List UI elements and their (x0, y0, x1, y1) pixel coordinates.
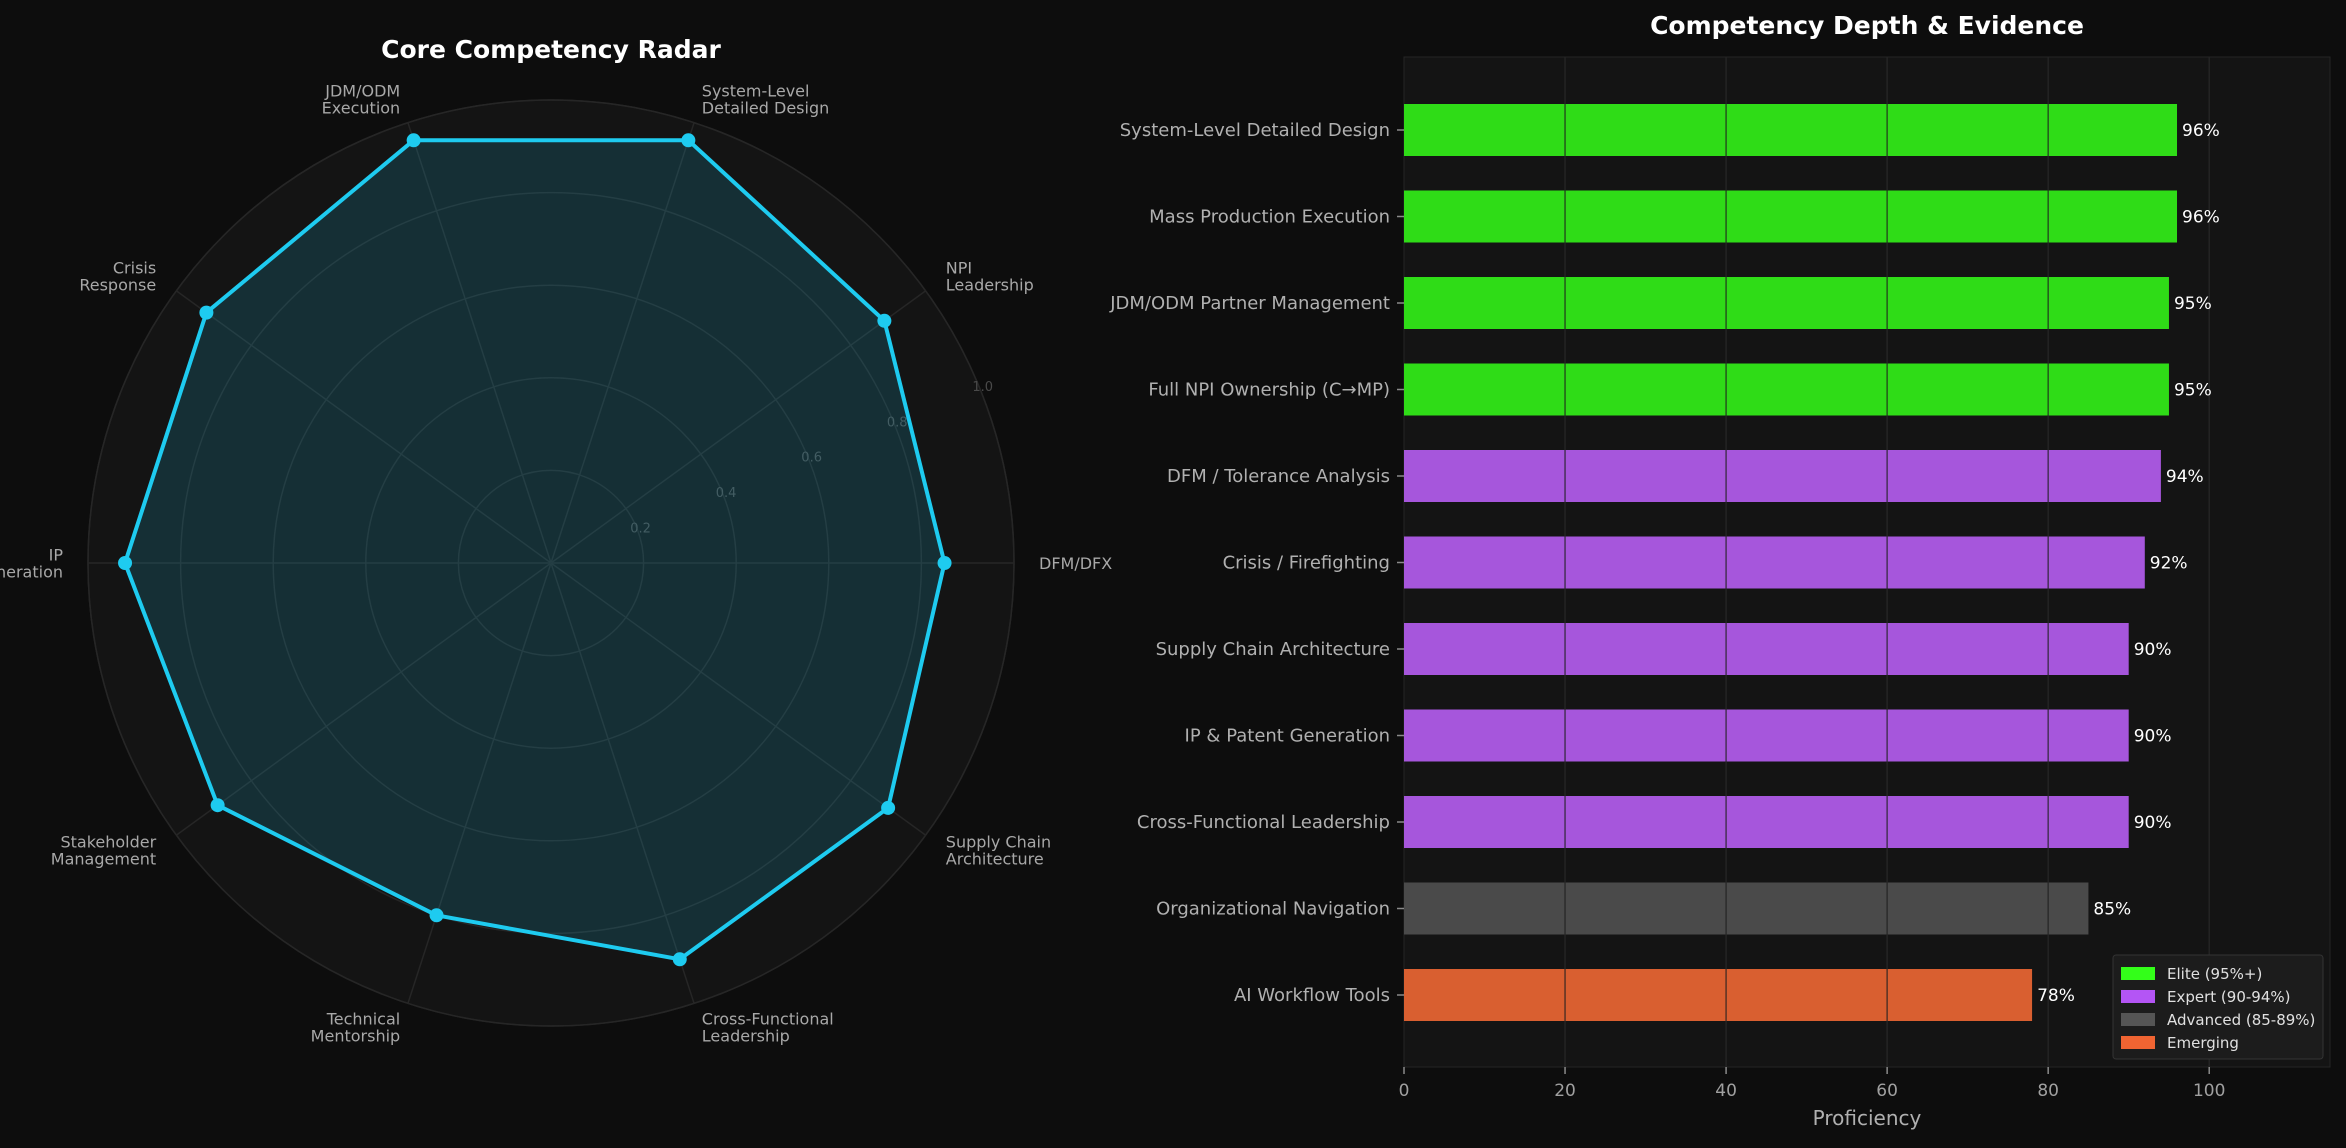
radar-series (118, 133, 952, 967)
radar-fill-area (125, 140, 945, 960)
bar (1404, 104, 2178, 156)
bar (1404, 363, 2169, 416)
legend-label: Elite (95%+) (2167, 965, 2262, 983)
bar-category-label: AI Workflow Tools (1234, 985, 1390, 1006)
bar-value-label: 96% (2182, 208, 2220, 228)
radar-point (877, 313, 892, 328)
bar-category-label: IP & Patent Generation (1185, 726, 1390, 747)
bar-category-label: System-Level Detailed Design (1120, 120, 1390, 141)
radar-grid (87, 99, 1015, 1027)
bar (1404, 536, 2145, 589)
radar-spoke (175, 562, 552, 836)
bar-x-ticks: 0 20 40 60 80 100 (1399, 1067, 2225, 1101)
bar (1404, 277, 2169, 329)
legend-swatch (2121, 1013, 2155, 1026)
radar-point (118, 556, 133, 570)
radar-radial-tick-label: 0.4 (716, 486, 737, 501)
bar-value-label: 92% (2150, 554, 2188, 574)
bar-value-label: 90% (2134, 640, 2172, 660)
radar-axis-label: Supply Chain Architecture (946, 832, 1051, 868)
bar-x-tick-label: 40 (1715, 1081, 1737, 1101)
bar-value-label: 90% (2134, 727, 2172, 747)
radar-axis-label: IPGeneration (0, 546, 63, 582)
bar-category-label: Cross-Functional Leadership (1137, 812, 1390, 833)
bar (1404, 190, 2178, 243)
radar-point (199, 305, 214, 320)
radar-radial-tick-label: 0.2 (630, 522, 651, 537)
radar-axis-label: Crisis Response (79, 259, 156, 295)
bar-chart: Competency Depth & Evidence System-Level… (1109, 11, 2331, 1130)
radar-axis-labels: DFM/DFX NPI Leadership System-Level Detailed… (0, 81, 1112, 1045)
radar-spoke (550, 562, 695, 1004)
bar-value-label: 85% (2093, 900, 2131, 920)
bar-category-label: DFM / Tolerance Analysis (1167, 466, 1390, 487)
legend-swatch (2121, 990, 2155, 1003)
bar-x-tick-label: 20 (1554, 1081, 1576, 1101)
radar-axis-label: NPI Leadership (946, 259, 1034, 295)
bar-x-tick-label: 60 (1876, 1081, 1898, 1101)
bar-category-labels: System-Level Detailed Design Mass Product… (1109, 120, 1404, 1006)
bar-value-label: 95% (2174, 381, 2212, 401)
bar-value-labels: 96% 96% 95% 95% 94% 92% 90% 90% 90% 85% 78% (2037, 121, 2220, 1006)
bar-category-label: Organizational Navigation (1156, 899, 1390, 920)
bar (1404, 709, 2129, 762)
bar-chart-title: Competency Depth & Evidence (1650, 11, 2084, 40)
radar-title: Core Competency Radar (381, 35, 721, 64)
bar (1404, 623, 2129, 675)
legend-label: Advanced (85-89%) (2167, 1011, 2315, 1029)
radar-axis-label: Stakeholder Management (51, 832, 157, 868)
radar-axis-label: System-Level Detailed Design (702, 81, 829, 117)
radar-axis-label: Technical Mentorship (311, 1010, 401, 1046)
bar-legend: Elite (95%+) Expert (90-94%) Advanced (85-… (2112, 954, 2324, 1060)
bar-value-label: 96% (2182, 121, 2220, 141)
radar-spoke (550, 122, 695, 564)
radar-spoke (407, 562, 552, 1004)
radar-point (937, 556, 952, 570)
bar (1404, 882, 2089, 935)
radar-radial-tick-label: 1.0 (972, 380, 993, 395)
bar-x-axis-label: Proficiency (1813, 1106, 1922, 1130)
radar-point (429, 908, 444, 923)
radar-point (406, 133, 421, 148)
radar-spoke (550, 290, 927, 564)
bar-overlay-gridlines (1564, 104, 2049, 1021)
bar-value-label: 95% (2174, 294, 2212, 314)
legend-swatch (2121, 1036, 2155, 1049)
bar-marks (1404, 104, 2178, 1021)
legend-label: Expert (90-94%) (2167, 988, 2290, 1006)
radar-spoke (175, 290, 552, 564)
radar-radial-tick-label: 0.8 (887, 415, 908, 430)
legend-swatch (2121, 967, 2155, 980)
legend-label: Emerging (2167, 1034, 2239, 1052)
radar-point (210, 798, 225, 813)
radar-chart: Core Competency Radar 0.2 0.4 0.6 0.8 1.0 DF… (0, 35, 1112, 1046)
legend-box (2112, 954, 2324, 1060)
bar-value-label: 94% (2166, 467, 2204, 487)
radar-radial-tick-label: 0.6 (801, 451, 822, 466)
radar-point (881, 800, 896, 815)
bar-category-label: JDM/ODM Partner Management (1109, 293, 1390, 314)
bar-x-tick-label: 100 (2193, 1081, 2225, 1101)
bar (1404, 969, 2033, 1021)
bar (1404, 796, 2129, 848)
bar-category-label: Full NPI Ownership (C→MP) (1148, 380, 1390, 401)
radar-spoke (550, 562, 927, 836)
radar-spoke (407, 122, 552, 564)
bar-category-label: Supply Chain Architecture (1156, 639, 1390, 660)
bar-x-tick-label: 80 (2037, 1081, 2059, 1101)
radar-radial-ticks: 0.2 0.4 0.6 0.8 1.0 (630, 380, 993, 537)
bar-category-label: Mass Production Execution (1149, 207, 1390, 228)
bar-category-label: Crisis / Firefighting (1223, 553, 1390, 574)
radar-point (672, 952, 687, 967)
bar-value-label: 90% (2134, 813, 2172, 833)
radar-axis-label: Cross-Functional Leadership (702, 1010, 834, 1046)
bar-value-label: 78% (2037, 986, 2075, 1006)
bar (1404, 450, 2161, 502)
bar-x-tick-label: 0 (1399, 1081, 1410, 1101)
radar-point (681, 133, 696, 148)
radar-axis-label: JDM/ODM Execution (322, 81, 401, 117)
radar-axis-label: DFM/DFX (1039, 554, 1112, 573)
